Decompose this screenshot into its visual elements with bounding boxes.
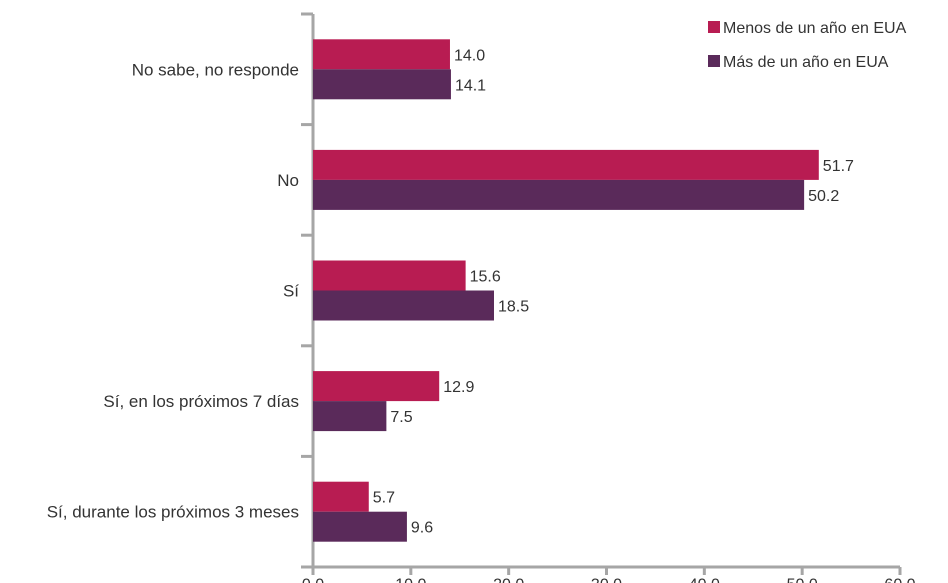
bar <box>313 179 805 210</box>
x-tick-label: 20.0 <box>493 576 524 583</box>
data-label: 12.9 <box>443 379 474 396</box>
bar <box>313 371 440 402</box>
data-label: 50.2 <box>808 188 839 205</box>
x-tick-label: 30.0 <box>591 576 622 583</box>
chart-bars <box>313 39 819 542</box>
bar <box>313 149 819 180</box>
category-label: Sí, en los próximos 7 días <box>103 392 299 411</box>
legend-label: Menos de un año en EUA <box>723 20 907 37</box>
data-label: 15.6 <box>470 269 501 286</box>
data-label: 5.7 <box>373 490 395 507</box>
data-label: 51.7 <box>823 158 854 175</box>
x-tick-label: 40.0 <box>689 576 720 583</box>
bar <box>313 39 450 70</box>
data-label: 7.5 <box>390 409 412 426</box>
data-label: 9.6 <box>411 520 433 537</box>
bar <box>313 69 451 100</box>
category-label: No <box>277 171 299 190</box>
legend-swatch <box>708 55 720 67</box>
category-label: Sí, durante los próximos 3 meses <box>47 503 299 522</box>
x-tick-label: 50.0 <box>787 576 818 583</box>
value-labels: 14.0 14.1 51.7 50.2 15.6 18.5 12.9 7.5 5.7 9.6 <box>373 47 854 536</box>
data-label: 14.1 <box>455 77 486 94</box>
bar <box>313 481 369 512</box>
data-label: 14.0 <box>454 47 485 64</box>
bar <box>313 260 466 291</box>
legend-label: Más de un año en EUA <box>723 54 889 71</box>
x-tick-labels: 0.0 10.0 20.0 30.0 40.0 50.0 60.0 <box>302 576 916 583</box>
category-label: Sí <box>283 282 299 301</box>
x-tick-label: 10.0 <box>395 576 426 583</box>
legend-swatch <box>708 21 720 33</box>
x-tick-label: 0.0 <box>302 576 324 583</box>
bar <box>313 290 494 321</box>
category-label: No sabe, no responde <box>132 60 299 79</box>
category-labels: No sabe, no responde No Sí Sí, en los próxi… <box>47 60 300 521</box>
chart-legend: Menos de un año en EUA Más de un año en E… <box>708 20 907 71</box>
bar <box>313 401 387 432</box>
x-tick-label: 60.0 <box>884 576 915 583</box>
bar <box>313 511 407 542</box>
data-label: 18.5 <box>498 299 529 316</box>
